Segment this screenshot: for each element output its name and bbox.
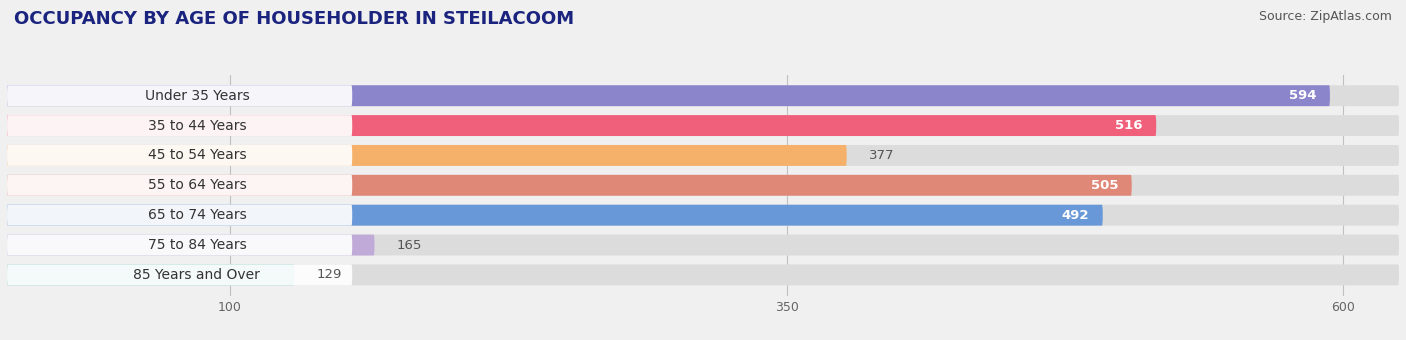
Text: 75 to 84 Years: 75 to 84 Years	[148, 238, 246, 252]
FancyBboxPatch shape	[7, 115, 1156, 136]
FancyBboxPatch shape	[7, 235, 1399, 255]
FancyBboxPatch shape	[7, 265, 1399, 285]
Text: 65 to 74 Years: 65 to 74 Years	[148, 208, 246, 222]
FancyBboxPatch shape	[7, 115, 1399, 136]
FancyBboxPatch shape	[7, 85, 1330, 106]
FancyBboxPatch shape	[7, 145, 1399, 166]
Text: 594: 594	[1289, 89, 1316, 102]
FancyBboxPatch shape	[7, 85, 1399, 106]
FancyBboxPatch shape	[7, 175, 1132, 196]
Text: OCCUPANCY BY AGE OF HOUSEHOLDER IN STEILACOOM: OCCUPANCY BY AGE OF HOUSEHOLDER IN STEIL…	[14, 10, 574, 28]
FancyBboxPatch shape	[7, 175, 353, 196]
Text: 492: 492	[1062, 209, 1090, 222]
Text: Under 35 Years: Under 35 Years	[145, 89, 249, 103]
Text: 516: 516	[1115, 119, 1143, 132]
FancyBboxPatch shape	[7, 205, 1399, 226]
FancyBboxPatch shape	[7, 145, 353, 166]
FancyBboxPatch shape	[7, 265, 294, 285]
FancyBboxPatch shape	[7, 235, 374, 255]
Text: 377: 377	[869, 149, 894, 162]
Text: 35 to 44 Years: 35 to 44 Years	[148, 119, 246, 133]
Text: 55 to 64 Years: 55 to 64 Years	[148, 178, 246, 192]
FancyBboxPatch shape	[7, 115, 353, 136]
FancyBboxPatch shape	[7, 265, 353, 285]
FancyBboxPatch shape	[7, 175, 1399, 196]
Text: 165: 165	[396, 239, 422, 252]
FancyBboxPatch shape	[7, 205, 353, 226]
Text: Source: ZipAtlas.com: Source: ZipAtlas.com	[1258, 10, 1392, 23]
Text: 505: 505	[1091, 179, 1118, 192]
FancyBboxPatch shape	[7, 145, 846, 166]
FancyBboxPatch shape	[7, 205, 1102, 226]
Text: 45 to 54 Years: 45 to 54 Years	[148, 149, 246, 163]
Text: 85 Years and Over: 85 Years and Over	[134, 268, 260, 282]
FancyBboxPatch shape	[7, 85, 353, 106]
FancyBboxPatch shape	[7, 235, 353, 255]
Text: 129: 129	[316, 268, 342, 282]
